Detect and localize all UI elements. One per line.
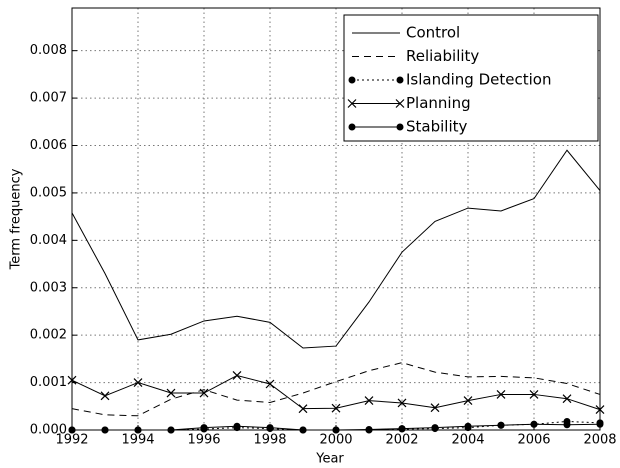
y-tick-label: 0.002 bbox=[30, 328, 67, 343]
point-marker bbox=[332, 426, 340, 434]
point-marker bbox=[167, 426, 175, 434]
point-marker bbox=[166, 388, 176, 398]
point-marker bbox=[396, 123, 404, 131]
point-marker bbox=[398, 425, 406, 433]
point-marker bbox=[431, 424, 439, 432]
x-tick-label: 1996 bbox=[187, 433, 220, 448]
point-marker bbox=[68, 426, 76, 434]
point-marker bbox=[496, 390, 506, 399]
x-axis-label: Year bbox=[315, 452, 344, 467]
legend-box bbox=[343, 14, 599, 142]
legend-label: Stability bbox=[406, 118, 468, 136]
point-marker bbox=[596, 420, 604, 428]
x-tick-label: 2006 bbox=[517, 433, 550, 448]
point-marker bbox=[101, 426, 109, 434]
point-marker bbox=[595, 405, 605, 415]
point-marker bbox=[430, 403, 440, 413]
y-tick-label: 0.006 bbox=[30, 138, 67, 153]
point-marker bbox=[396, 76, 404, 84]
point-marker bbox=[348, 76, 356, 84]
x-tick-label: 1992 bbox=[55, 433, 88, 448]
point-marker bbox=[364, 396, 374, 406]
legend-label: Reliability bbox=[406, 47, 479, 65]
point-marker bbox=[397, 398, 407, 408]
y-tick-label: 0.004 bbox=[30, 233, 67, 248]
point-marker bbox=[233, 422, 241, 430]
x-tick-label: 2004 bbox=[451, 433, 484, 448]
point-marker bbox=[200, 424, 208, 432]
legend: Control Reliability Islanding Detection Pla… bbox=[343, 14, 599, 142]
x-tick-label: 2000 bbox=[319, 433, 352, 448]
point-marker bbox=[348, 123, 356, 131]
point-marker bbox=[100, 391, 110, 401]
x-tick-label: 1994 bbox=[121, 433, 154, 448]
point-marker bbox=[298, 404, 308, 414]
y-tick-label: 0.003 bbox=[30, 280, 67, 295]
x-tick-label: 1998 bbox=[253, 433, 286, 448]
x-tick-label: 2002 bbox=[385, 433, 418, 448]
point-marker bbox=[529, 390, 539, 399]
point-marker bbox=[134, 426, 142, 434]
y-tick-label: 0.007 bbox=[30, 91, 67, 106]
x-tick-label: 2008 bbox=[583, 433, 616, 448]
point-marker bbox=[395, 99, 405, 108]
point-marker bbox=[463, 396, 473, 406]
point-marker bbox=[464, 422, 472, 430]
point-marker bbox=[497, 421, 505, 429]
y-tick-label: 0.005 bbox=[30, 185, 67, 200]
point-marker bbox=[265, 379, 275, 389]
point-marker bbox=[299, 426, 307, 434]
point-marker bbox=[232, 371, 242, 380]
legend-label: Control bbox=[406, 24, 460, 42]
y-tick-label: 0.008 bbox=[30, 43, 67, 58]
point-marker bbox=[562, 394, 572, 404]
y-axis-label: Term frequency bbox=[9, 168, 24, 270]
point-marker bbox=[67, 375, 77, 385]
legend-label: Planning bbox=[406, 94, 471, 112]
point-marker bbox=[365, 426, 373, 434]
point-marker bbox=[331, 403, 341, 413]
legend-label: Islanding Detection bbox=[406, 71, 551, 89]
series-line bbox=[71, 149, 601, 349]
point-marker bbox=[563, 421, 571, 429]
y-tick-label: 0.001 bbox=[30, 375, 67, 390]
point-marker bbox=[199, 388, 209, 398]
point-marker bbox=[133, 378, 143, 388]
y-tick-label: 0.000 bbox=[30, 423, 67, 438]
point-marker bbox=[530, 420, 538, 428]
point-marker bbox=[347, 99, 357, 108]
point-marker bbox=[266, 424, 274, 432]
